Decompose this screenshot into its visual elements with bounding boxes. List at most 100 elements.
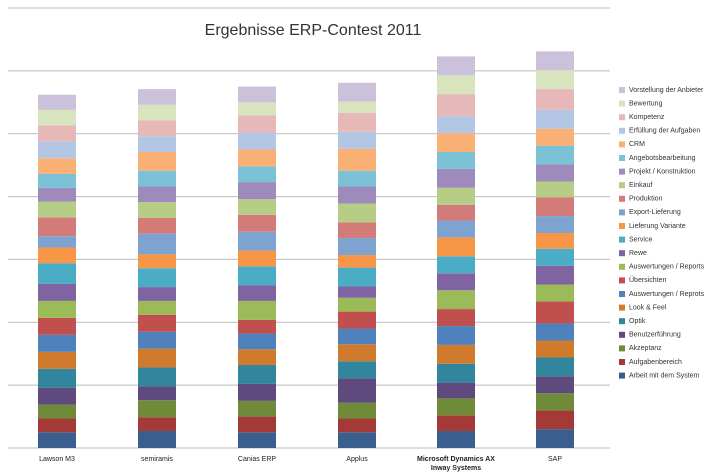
bar-segment xyxy=(437,256,475,274)
bar-segment xyxy=(138,254,176,269)
x-tick-label: Canias ERP xyxy=(237,456,277,463)
bar-segment xyxy=(138,417,176,432)
legend-label: Lieferung Variante xyxy=(629,223,686,230)
legend-label: Kompetenz xyxy=(629,114,665,121)
bar-segment xyxy=(338,311,376,329)
bar-segment xyxy=(38,236,76,248)
x-tick-label: Lawson M3 xyxy=(39,456,75,463)
legend-swatch xyxy=(619,195,625,202)
bar-segment xyxy=(38,94,76,110)
bar-segment xyxy=(338,402,376,419)
bar-segment xyxy=(338,148,376,171)
bar-segment xyxy=(536,376,574,394)
bar-segment xyxy=(437,220,475,238)
legend-swatch xyxy=(619,87,625,93)
bar-segment xyxy=(138,89,176,105)
bar-segment xyxy=(437,363,475,383)
bar-segment xyxy=(138,202,176,218)
chart-title: Ergebnisse ERP-Contest 2011 xyxy=(205,22,422,39)
bar-segment xyxy=(138,300,176,315)
legend-swatch xyxy=(619,250,625,257)
legend-swatch xyxy=(619,100,625,107)
legend-label: Auswertungen / Reports xyxy=(629,264,705,271)
bar-segment xyxy=(536,109,574,129)
x-tick-label: SAP xyxy=(547,456,562,463)
legend-swatch xyxy=(619,291,625,297)
bar-segment xyxy=(338,344,376,362)
bar-segment xyxy=(536,164,574,182)
bar-segment xyxy=(38,201,76,218)
bar-segment xyxy=(138,217,176,234)
bar-segment xyxy=(38,317,76,335)
legend-swatch xyxy=(619,318,625,325)
bar-segment xyxy=(536,181,574,198)
bar-segment xyxy=(38,404,76,419)
bar-segment xyxy=(338,203,376,223)
bar-segment xyxy=(238,132,276,150)
bar-segment xyxy=(437,273,475,291)
bar-segment xyxy=(338,222,376,239)
bar-segment xyxy=(238,149,276,167)
bar-segment xyxy=(138,151,176,171)
bar-segment xyxy=(38,187,76,202)
bar-segment xyxy=(238,383,276,401)
bar-segment xyxy=(437,290,475,310)
bar-segment xyxy=(138,367,176,387)
bar-segment xyxy=(437,344,475,364)
bar-segment xyxy=(338,82,376,102)
bar-segment xyxy=(437,326,475,345)
bar-segment xyxy=(138,186,176,203)
bar-segment xyxy=(38,158,76,174)
bar-segment xyxy=(338,418,376,433)
bar-segment xyxy=(536,233,574,249)
bar-segment xyxy=(536,70,574,90)
bar-segment xyxy=(238,115,276,133)
bar-segment xyxy=(536,197,574,217)
bar-segment xyxy=(238,182,276,200)
bar-segment xyxy=(437,168,475,188)
bar-segment xyxy=(238,285,276,301)
bar-segment xyxy=(536,410,574,430)
bar-segment xyxy=(338,361,376,379)
legend-swatch xyxy=(619,345,625,352)
bar-segment xyxy=(38,109,76,126)
legend-label: Akzeptanz xyxy=(629,345,662,352)
bar-segment xyxy=(138,233,176,255)
legend-label: Optik xyxy=(629,318,646,325)
bar-segment xyxy=(38,418,76,433)
legend-label: Einkauf xyxy=(629,182,652,189)
bar-segment xyxy=(138,170,176,187)
bar-segment xyxy=(338,186,376,204)
bar-segment xyxy=(338,131,376,149)
bar-segment xyxy=(238,432,276,448)
bar-segment xyxy=(138,431,176,448)
bar-segment xyxy=(536,340,574,358)
legend-swatch xyxy=(619,155,625,161)
legend-label: Übersichten xyxy=(629,276,666,284)
bar-segment xyxy=(38,141,76,159)
bar-segment xyxy=(38,432,76,448)
bar-segment xyxy=(536,284,574,302)
legend-swatch xyxy=(619,359,625,365)
bar-segment xyxy=(437,398,475,416)
x-tick-label: Applus xyxy=(346,456,368,463)
legend-label: Benutzerführung xyxy=(629,332,681,339)
bar-segment xyxy=(138,386,176,401)
bar-segment xyxy=(38,300,76,318)
legend-label: Projekt / Konstruktion xyxy=(629,168,696,175)
bar-segment xyxy=(38,368,76,388)
bar-segment xyxy=(38,334,76,352)
legend-label: Erfüllung der Aufgaben xyxy=(629,128,700,135)
legend-swatch xyxy=(619,277,625,284)
bar-segment xyxy=(338,432,376,448)
legend-label: Bewertung xyxy=(629,100,663,107)
bar-segment xyxy=(437,116,475,134)
bar-segment xyxy=(238,199,276,215)
legend-label: Produktion xyxy=(629,196,663,203)
legend-swatch xyxy=(619,209,625,216)
bar-segment xyxy=(138,314,176,332)
bar-segment xyxy=(536,216,574,234)
legend-swatch xyxy=(619,263,625,270)
